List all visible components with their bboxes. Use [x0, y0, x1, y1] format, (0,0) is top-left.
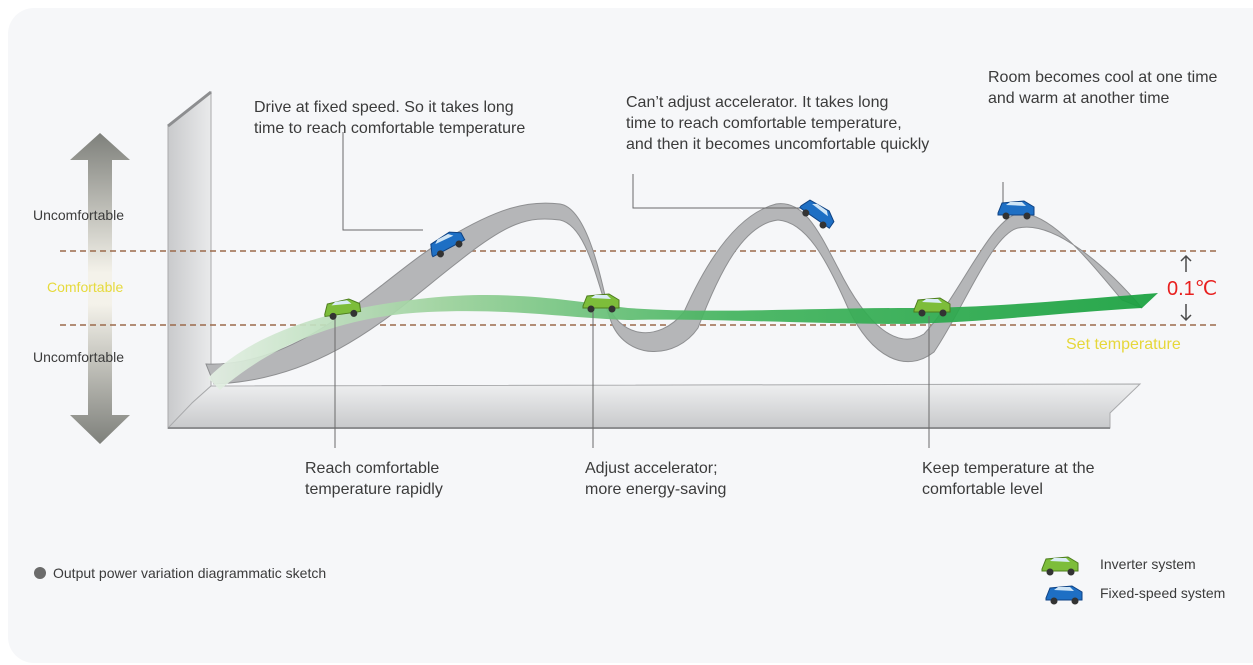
legend-fixed-speed-label: Fixed-speed system [1100, 585, 1226, 601]
set-temperature-label: Set temperature [1066, 336, 1181, 353]
diagram-artwork [34, 90, 1220, 605]
footnote: Output power variation diagrammatic sket… [53, 565, 327, 581]
bullet-icon [34, 567, 46, 579]
green-car-icon [324, 298, 362, 320]
blue-car-icon [430, 231, 466, 258]
callout-keep-temperature: Keep temperature at the comfortable leve… [922, 460, 1095, 498]
diagram-panel: Uncomfortable Comfortable Uncomfortable … [8, 8, 1253, 663]
callout-fixed-speed-slow: Drive at fixed speed. So it takes long t… [254, 99, 526, 137]
label-uncomfortable-upper: Uncomfortable [33, 207, 125, 223]
green-car-icon [913, 297, 951, 317]
up-arrow-icon [1180, 254, 1192, 272]
blue-car-icon [1045, 585, 1083, 605]
callout-room-cool-warm: Room becomes cool at one time and warm a… [988, 69, 1218, 107]
callout-leader-2 [632, 174, 803, 209]
green-car-icon [1041, 556, 1079, 576]
label-comfortable: Comfortable [47, 279, 124, 295]
y-axis-wall [167, 90, 212, 429]
down-arrow-icon [1180, 304, 1192, 322]
callout-leader-1 [342, 132, 423, 231]
blue-car-icon [997, 200, 1035, 220]
comfort-scale-arrow [70, 133, 130, 444]
callout-adjust-accelerator: Adjust accelerator; more energy-saving [585, 460, 727, 498]
legend-inverter-label: Inverter system [1100, 556, 1196, 572]
label-uncomfortable-lower: Uncomfortable [33, 349, 125, 365]
blue-car-icon [799, 199, 835, 229]
green-car-icon [582, 293, 620, 313]
callout-cannot-adjust: Can’t adjust accelerator. It takes long … [626, 94, 930, 153]
callout-reach-rapidly: Reach comfortable temperature rapidly [305, 460, 443, 498]
inverter-ribbon [208, 293, 1158, 390]
tolerance-value: 0.1℃ [1167, 278, 1218, 300]
x-axis-floor [166, 383, 1142, 429]
